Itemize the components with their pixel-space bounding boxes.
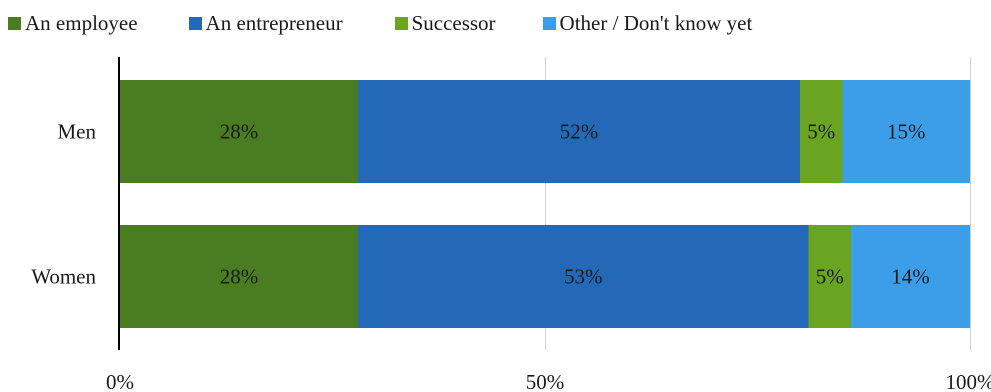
legend-label-employee: An employee bbox=[25, 11, 138, 35]
legend-swatch-successor bbox=[394, 16, 408, 30]
legend-label-other: Other / Don't know yet bbox=[559, 11, 753, 35]
bar-layer: 28% 52% 5% 15% 28% 53% 5% 14% bbox=[120, 80, 970, 328]
bar-segment-0-3 bbox=[842, 80, 970, 183]
bar-segment-1-3 bbox=[851, 225, 970, 328]
legend-swatch-entrepreneur bbox=[188, 16, 202, 30]
legend-item-entrepreneur: An entrepreneur bbox=[188, 11, 343, 35]
chart-legend: An employee An entrepreneur Successor Ot… bbox=[8, 11, 752, 35]
bar-segment-0-0 bbox=[120, 80, 358, 183]
category-label-0: Men bbox=[58, 120, 97, 144]
category-label-1: Women bbox=[31, 265, 96, 289]
legend-swatch-other bbox=[542, 16, 556, 30]
legend-item-other: Other / Don't know yet bbox=[542, 11, 753, 35]
data-label-1-0: 28% bbox=[220, 265, 259, 289]
legend-swatch-employee bbox=[8, 16, 21, 30]
data-label-1-2: 5% bbox=[816, 265, 844, 289]
bar-segment-0-1 bbox=[358, 80, 800, 183]
axis-layer: Men Women 0% 50% 100% bbox=[31, 57, 991, 392]
data-label-0-0: 28% bbox=[220, 120, 259, 144]
legend-label-entrepreneur: An entrepreneur bbox=[205, 11, 343, 35]
data-label-0-1: 52% bbox=[560, 120, 599, 144]
x-tick-label-1: 50% bbox=[526, 370, 565, 392]
data-label-1-3: 14% bbox=[891, 265, 930, 289]
legend-item-successor: Successor bbox=[394, 11, 496, 35]
bar-segment-1-0 bbox=[120, 225, 358, 328]
x-tick-label-0: 0% bbox=[106, 370, 134, 392]
data-label-0-3: 15% bbox=[887, 120, 926, 144]
bar-segment-0-2 bbox=[800, 80, 843, 183]
bar-segment-1-2 bbox=[808, 225, 851, 328]
legend-label-successor: Successor bbox=[411, 11, 496, 35]
legend-item-employee: An employee bbox=[8, 11, 138, 35]
data-label-1-1: 53% bbox=[564, 265, 603, 289]
x-tick-label-2: 100% bbox=[946, 370, 991, 392]
data-label-0-2: 5% bbox=[807, 120, 835, 144]
bar-segment-1-1 bbox=[358, 225, 809, 328]
